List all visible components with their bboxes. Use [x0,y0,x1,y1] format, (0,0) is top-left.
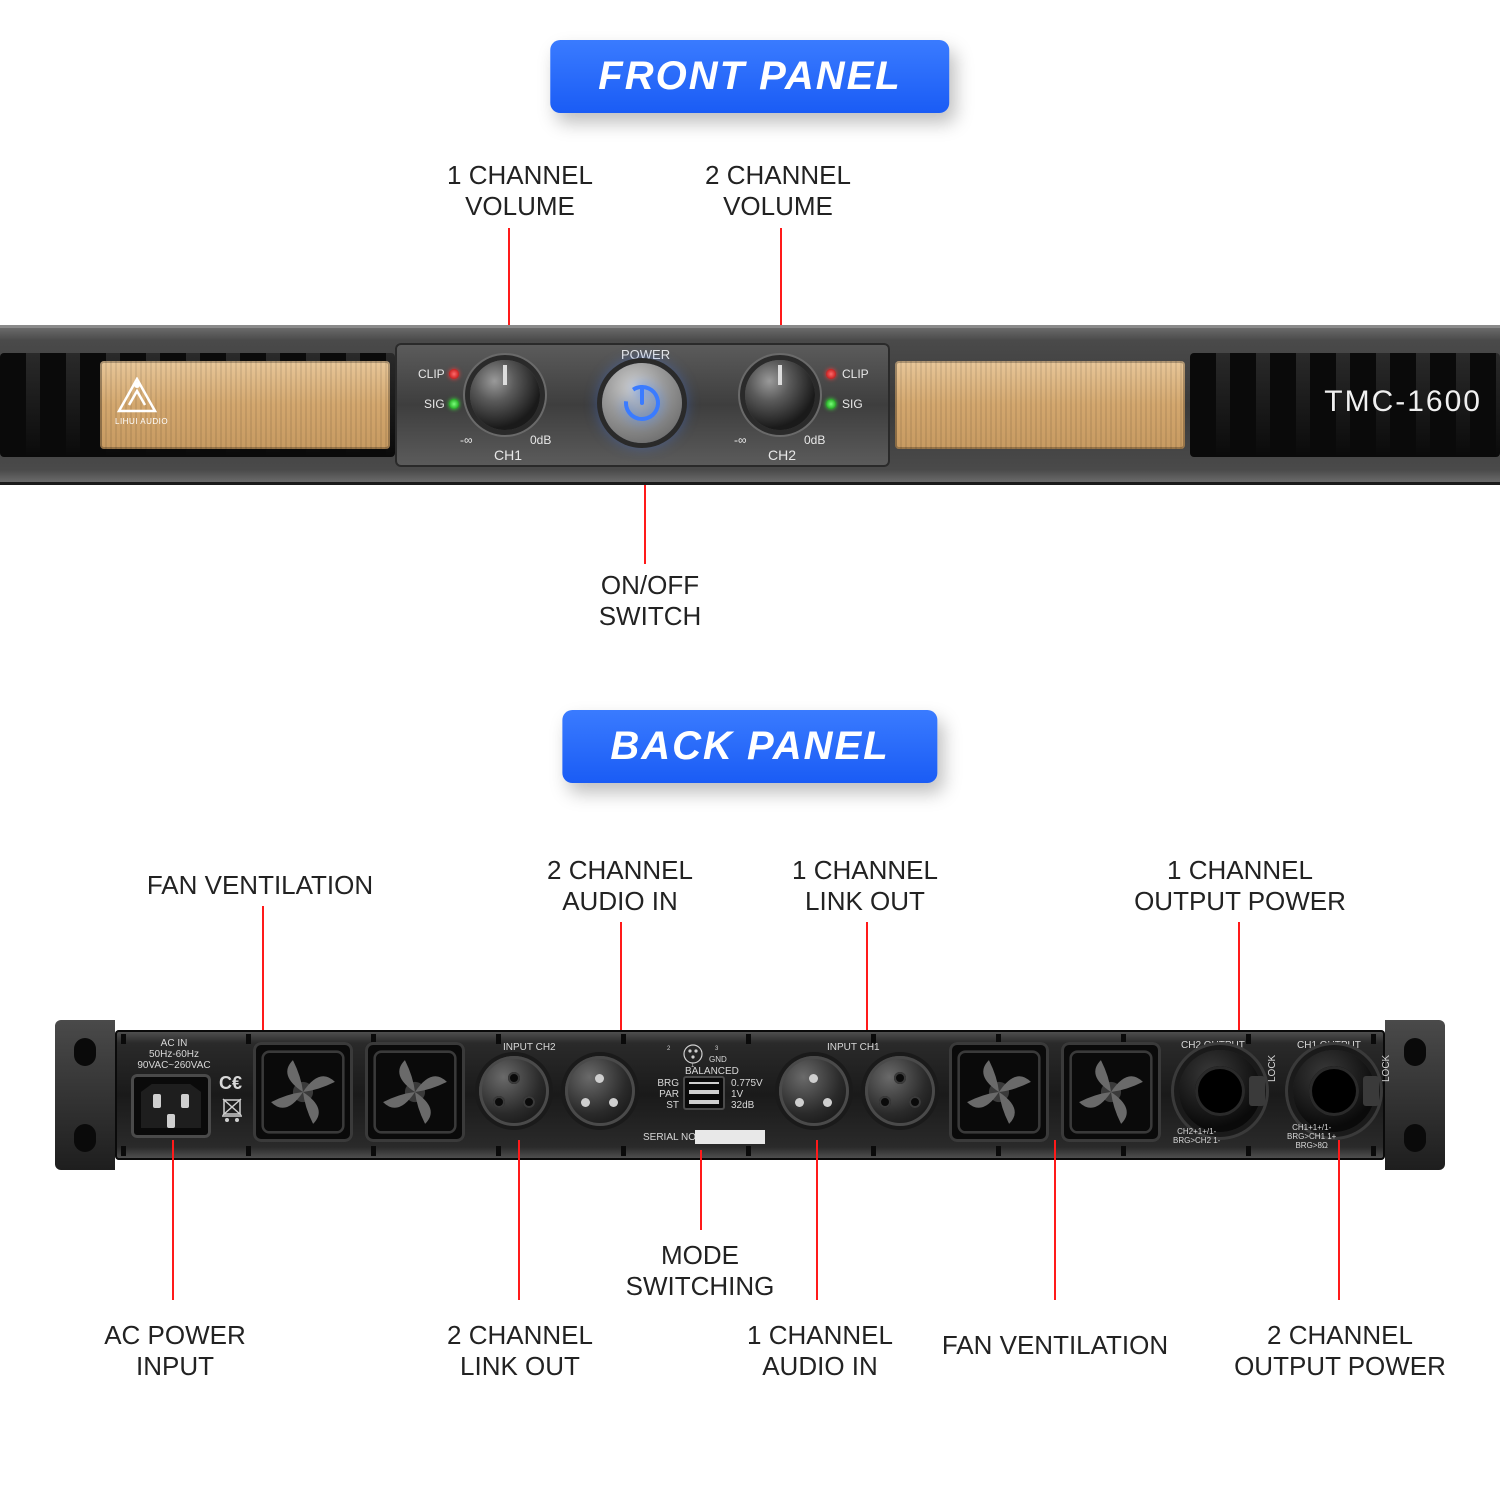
fan-2 [365,1042,465,1142]
ch2-clip-label: CLIP [842,367,869,381]
leader-line [1054,1140,1056,1300]
ch1-volume-knob[interactable] [470,360,540,430]
ch2-audio-in-xlr-female[interactable] [565,1056,635,1126]
fan-3 [949,1042,1049,1142]
lock-label-2: LOCK [1381,1055,1392,1082]
gnd-label: GND [709,1056,727,1065]
ch2-min-label: -∞ [734,433,747,447]
callout-2ch-output-power: 2 CHANNEL OUTPUT POWER [1220,1320,1460,1382]
back-panel-title-badge: BACK PANEL [562,710,937,783]
svg-text:3: 3 [715,1046,719,1052]
ch2-volume-knob[interactable] [745,360,815,430]
ce-mark-icon: C€ [219,1074,242,1094]
ch1-name: CH1 [494,447,522,463]
ch2-output-label: CH2 OUTPUT [1181,1040,1245,1051]
svg-text:2: 2 [667,1046,671,1052]
ch2-clip-led [826,369,836,379]
mode-options-label: BRG PAR ST [649,1078,679,1111]
lock-label-1: LOCK [1267,1055,1278,1082]
brand-logo: LIHUI AUDIO [115,377,168,426]
screw-row [121,1146,1379,1156]
ac-in-label: AC IN 50Hz-60Hz 90VAC~260VAC [129,1038,219,1071]
weee-icon [221,1098,243,1124]
model-number: TMC-1600 [1324,385,1482,419]
callout-ch1-volume: 1 CHANNEL VOLUME [430,160,610,222]
callout-fan-ventilation-top: FAN VENTILATION [130,870,390,901]
callout-1ch-link-out: 1 CHANNEL LINK OUT [770,855,960,917]
power-label: POWER [621,347,670,362]
callout-1ch-output-power: 1 CHANNEL OUTPUT POWER [1120,855,1360,917]
callout-mode-switching: MODE SWITCHING [600,1240,800,1302]
ch1-clip-led [449,369,459,379]
ch1-link-out-xlr-male[interactable] [865,1056,935,1126]
back-panel-device: AC IN 50Hz-60Hz 90VAC~260VAC C€ [55,1020,1445,1170]
callout-fan-ventilation-bottom: FAN VENTILATION [930,1330,1180,1361]
wood-accent-right [895,361,1185,449]
power-button[interactable] [602,363,682,443]
ch1-sig-led [449,399,459,409]
fan-1 [253,1042,353,1142]
leader-line [816,1140,818,1300]
ac-power-inlet[interactable] [131,1074,211,1138]
callout-ac-power-input: AC POWER INPUT [80,1320,270,1382]
front-panel-title-badge: FRONT PANEL [550,40,949,113]
ch2-sig-led [826,399,836,409]
leader-line [172,1140,174,1300]
ch2-bridge-note: CH2+1+/1- BRG>CH2 1- [1173,1128,1220,1146]
input-ch1-label: INPUT CH1 [827,1042,880,1053]
ch1-sig-label: SIG [424,397,445,411]
callout-ch2-volume: 2 CHANNEL VOLUME [688,160,868,222]
sensitivity-options-label: 0.775V 1V 32dB [731,1078,763,1111]
callout-2ch-link-out: 2 CHANNEL LINK OUT [420,1320,620,1382]
ch2-max-label: 0dB [804,433,825,447]
front-panel-device: LIHUI AUDIO CLIP SIG -∞ 0dB CH1 POWER CL… [0,325,1500,485]
callout-2ch-audio-in: 2 CHANNEL AUDIO IN [525,855,715,917]
callout-1ch-audio-in: 1 CHANNEL AUDIO IN [720,1320,920,1382]
rack-ear-right [1385,1020,1445,1170]
ch2-name: CH2 [768,447,796,463]
serial-plate [695,1130,765,1144]
ch2-output-speakon[interactable] [1179,1050,1261,1132]
brand-subtext: LIHUI AUDIO [115,417,168,426]
leader-line [700,1150,702,1230]
ch1-output-speakon[interactable] [1293,1050,1375,1132]
fan-4 [1061,1042,1161,1142]
ch1-max-label: 0dB [530,433,551,447]
rack-ear-left [55,1020,115,1170]
mode-dip-switch[interactable] [683,1076,725,1110]
serial-label: SERIAL NO: [643,1132,699,1143]
leader-line [518,1140,520,1300]
input-ch2-label: INPUT CH2 [503,1042,556,1053]
ch1-clip-label: CLIP [418,367,445,381]
leader-line [1338,1140,1340,1300]
callout-power-switch: ON/OFF SWITCH [560,570,740,632]
ch2-link-out-xlr-male[interactable] [479,1056,549,1126]
ch1-bridge-note: CH1+1+/1- BRG>CH1 1+ BRG>8Ω [1287,1124,1336,1150]
ch2-sig-label: SIG [842,397,863,411]
ch1-audio-in-xlr-female[interactable] [779,1056,849,1126]
ch1-min-label: -∞ [460,433,473,447]
